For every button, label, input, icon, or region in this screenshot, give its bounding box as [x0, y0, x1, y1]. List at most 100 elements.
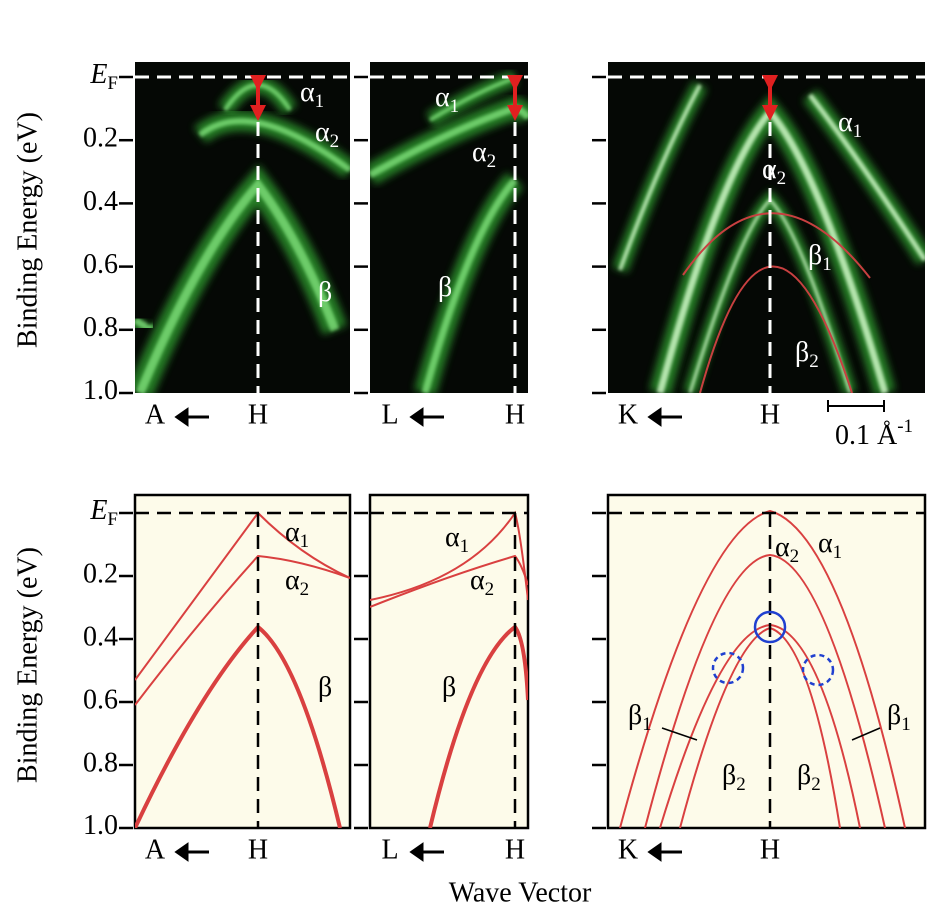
y-tick-label: 0.4 — [83, 186, 118, 217]
band-label: β2 — [795, 337, 819, 372]
band-label-main: β — [628, 700, 642, 731]
x-label: H — [505, 834, 525, 865]
y-tick-label-sub: F — [107, 509, 118, 530]
crossing-circle — [711, 651, 745, 685]
band — [428, 624, 528, 828]
band — [135, 511, 350, 681]
band-label-sub: 2 — [811, 774, 821, 795]
band-label-main: α — [775, 532, 790, 563]
band-label-sub: 1 — [300, 531, 310, 552]
scale-bar-text: 0.1 Å — [835, 420, 898, 451]
band-label: β — [442, 672, 456, 703]
band-label-sub: 2 — [487, 151, 497, 172]
bands — [135, 75, 350, 393]
band-label: β2 — [722, 760, 746, 795]
band-label: α1 — [435, 82, 459, 117]
band-label-main: α — [762, 154, 777, 185]
band-label-sub: 2 — [330, 131, 340, 152]
band-label-main: α — [472, 137, 487, 168]
band-label: β1 — [887, 700, 911, 735]
y-tick-label: 0.8 — [83, 747, 118, 778]
band-core — [421, 177, 518, 393]
y-tick-label-main: 1.0 — [83, 810, 118, 841]
band-label-main: α — [435, 82, 450, 113]
band-label-sub: 1 — [315, 91, 325, 112]
band-label: β — [318, 277, 332, 308]
band-label: α1 — [285, 517, 309, 552]
band-label: α2 — [315, 117, 339, 152]
band-label-main: β — [808, 240, 822, 271]
band-label: β1 — [808, 240, 832, 275]
y-axis-label: Binding Energy (eV) — [12, 547, 43, 783]
x-label: A — [145, 834, 166, 865]
band-label-main: α — [838, 107, 853, 138]
band-label-sub: 1 — [833, 542, 843, 563]
arrow — [174, 407, 209, 427]
band-label-sub: 2 — [300, 579, 310, 600]
leader — [851, 727, 881, 741]
arrow — [409, 407, 444, 427]
x-axis-label: Wave Vector — [449, 877, 592, 908]
arrow — [174, 842, 209, 862]
band-label-sub: 2 — [485, 579, 495, 600]
x-label: K — [618, 399, 638, 430]
bands — [135, 511, 350, 828]
scale-bar — [827, 400, 885, 412]
band-core — [198, 118, 350, 173]
band-label: α1 — [818, 528, 842, 563]
band-label-sub: 2 — [809, 351, 819, 372]
band-core — [135, 177, 340, 393]
y-tick-label: 0.6 — [83, 249, 118, 280]
band-label-sub: 2 — [736, 774, 746, 795]
panel-bg — [606, 493, 927, 830]
y-tick-label: 0.2 — [83, 558, 118, 589]
band-label-sub: 1 — [450, 96, 460, 117]
band-label-sub: 1 — [901, 714, 911, 735]
band-label-main: β — [887, 700, 901, 731]
y-tick-label-main: E — [89, 59, 107, 90]
x-label: A — [145, 399, 166, 430]
band-label-main: β — [722, 760, 736, 791]
band-core — [370, 104, 528, 179]
band-label-main: β — [795, 337, 809, 368]
band-label-sub: 2 — [790, 546, 800, 567]
band-label-sub: 1 — [822, 254, 832, 275]
band-label-main: α — [300, 77, 315, 108]
band-label-main: α — [315, 117, 330, 148]
band-core — [618, 84, 702, 271]
band-label-main: α — [285, 565, 300, 596]
fit-curve — [682, 212, 871, 279]
bands — [370, 70, 528, 393]
y-tick-label: 1.0 — [83, 375, 118, 406]
bands — [608, 75, 925, 393]
band-label: α1 — [300, 77, 324, 112]
band-label-main: α — [285, 517, 300, 548]
fit-curve — [699, 265, 853, 393]
band-label-main: β — [318, 277, 332, 308]
y-tick-label: 0.6 — [83, 684, 118, 715]
y-tick-label: EF — [89, 495, 118, 530]
band-label-main: β — [797, 760, 811, 791]
bands — [370, 510, 528, 828]
band-label: α2 — [775, 532, 799, 567]
band-label: β2 — [797, 760, 821, 795]
arrow — [409, 842, 444, 862]
band — [370, 554, 528, 608]
leader — [661, 727, 698, 741]
scale-bar-sup: -1 — [897, 416, 913, 437]
y-axis-label: Binding Energy (eV) — [12, 112, 43, 348]
y-tick-label: 0.4 — [83, 621, 118, 652]
x-label: H — [248, 834, 268, 865]
band — [370, 510, 528, 601]
band-label-main: α — [470, 565, 485, 596]
x-label: H — [505, 399, 525, 430]
band-label: α2 — [762, 154, 786, 189]
panel-bg — [133, 493, 352, 830]
band-label-sub: 1 — [853, 121, 863, 142]
band-label-sub: 1 — [460, 536, 470, 557]
band-label: β — [438, 272, 452, 303]
arrow — [647, 407, 682, 427]
band-label: β1 — [628, 700, 652, 735]
